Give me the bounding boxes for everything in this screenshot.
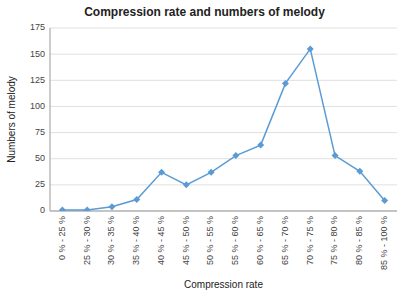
y-tick-label: 125 [30, 75, 45, 85]
grid-line [50, 158, 397, 159]
x-tick-label: 0 % - 25 % [57, 216, 67, 260]
marker [158, 169, 165, 176]
grid-line [50, 54, 397, 55]
grid-line [50, 132, 397, 133]
grid-line [50, 184, 397, 185]
chart-container: 0 25 50 75 100 125 150 175 0 % - 25 % 25 % - 30 %… [0, 0, 409, 293]
marker [108, 203, 115, 210]
x-axis-label: Compression rate [184, 279, 263, 290]
x-tick-label: 35 % - 40 % [131, 216, 141, 265]
x-tick-label: 40 % - 45 % [156, 216, 166, 265]
x-tick-label: 25 % - 30 % [82, 216, 92, 265]
chart-svg: 0 25 50 75 100 125 150 175 0 % - 25 % 25 % - 30 %… [0, 0, 409, 293]
marker [356, 168, 363, 175]
marker [208, 169, 215, 176]
y-tick-label: 50 [35, 153, 45, 163]
marker [232, 152, 239, 159]
y-tick-label: 25 [35, 179, 45, 189]
x-tick-label: 45 % - 50 % [181, 216, 191, 265]
marker [381, 197, 388, 204]
line [62, 49, 384, 210]
grid-line [50, 106, 397, 107]
x-tick-label: 50 % - 55 % [205, 216, 215, 265]
grid-line [50, 28, 397, 29]
plot-area [59, 45, 388, 211]
y-tick-label: 0 [40, 205, 45, 215]
x-tick-label: 75 % - 80 % [329, 216, 339, 265]
y-tick-label: 100 [30, 101, 45, 111]
y-tick-label: 175 [30, 22, 45, 32]
marker [183, 181, 190, 188]
y-tick-label: 150 [30, 49, 45, 59]
marker [282, 80, 289, 87]
marker [332, 152, 339, 159]
x-tick-label: 65 % - 70 % [280, 216, 290, 265]
marker [133, 196, 140, 203]
grid-line [50, 211, 397, 212]
x-tick-label: 60 % - 65 % [255, 216, 265, 265]
y-tick-label: 75 [35, 127, 45, 137]
marker [257, 142, 264, 149]
y-axis-label: Numbers of melody [6, 76, 17, 163]
x-tick-label: 70 % - 75 % [305, 216, 315, 265]
marker [307, 45, 314, 52]
y-axis-line [50, 28, 51, 211]
x-axis-line [50, 211, 397, 212]
x-tick-label: 30 % - 35 % [106, 216, 116, 265]
x-tick-label: 85 % - 100 % [379, 216, 389, 270]
x-tick-label: 80 % - 85 % [354, 216, 364, 265]
title: Compression rate and numbers of melody [84, 5, 325, 19]
x-tick-label: 55 % - 60 % [230, 216, 240, 265]
marker [84, 206, 91, 211]
grid-line [50, 80, 397, 81]
marker [59, 206, 66, 211]
